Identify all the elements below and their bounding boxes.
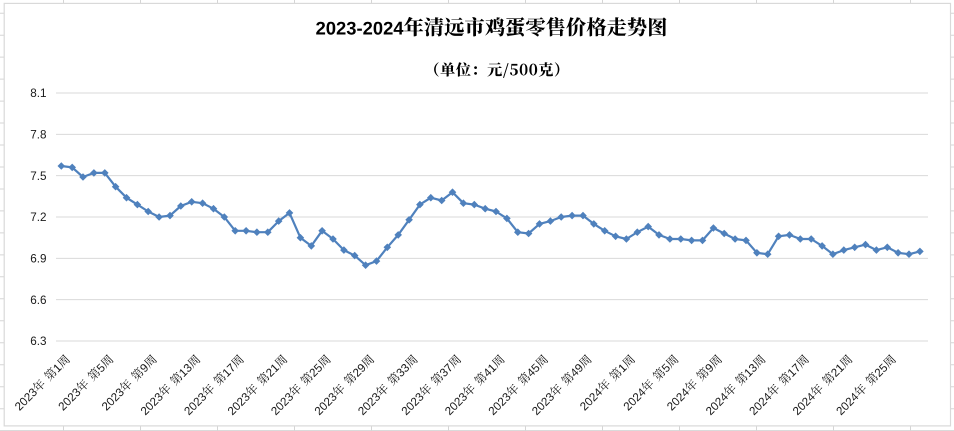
svg-text:6.6: 6.6 [30,294,46,307]
svg-text:7.8: 7.8 [30,129,46,142]
svg-text:7.2: 7.2 [30,211,46,224]
svg-text:8.1: 8.1 [30,87,46,100]
svg-text:6.3: 6.3 [30,335,46,348]
svg-text:6.9: 6.9 [30,253,46,266]
svg-text:7.5: 7.5 [30,170,47,183]
